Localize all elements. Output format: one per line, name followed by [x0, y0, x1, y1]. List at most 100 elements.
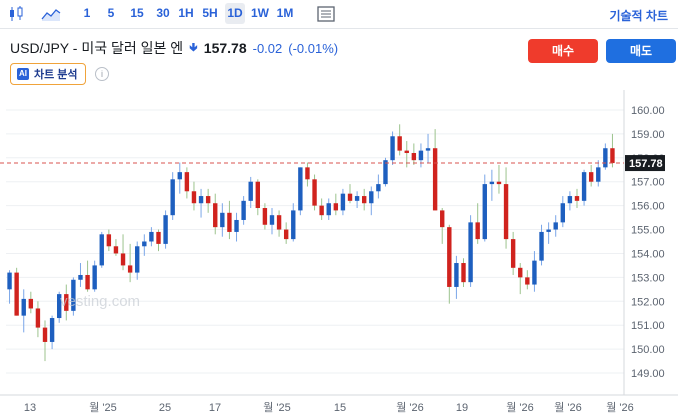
- candle-body: [475, 222, 480, 240]
- candle-body: [411, 153, 417, 161]
- x-tick-label: 19: [456, 402, 468, 414]
- candle-body: [7, 272, 12, 290]
- candle-body: [418, 150, 424, 161]
- x-tick-label: 월 '25: [89, 401, 117, 414]
- buy-button[interactable]: 매수: [528, 39, 598, 63]
- candle-body: [170, 179, 175, 216]
- candle-body: [298, 167, 303, 211]
- interval-5h[interactable]: 5H: [202, 6, 218, 20]
- candle-body: [397, 136, 402, 151]
- candle-body: [354, 196, 360, 201]
- interval-1h[interactable]: 1H: [178, 6, 194, 20]
- candle-body: [596, 167, 601, 182]
- candle-body: [291, 210, 296, 240]
- ai-chart-analysis-button[interactable]: AI 차트 분석: [10, 63, 86, 85]
- candle-body: [383, 160, 388, 185]
- candle-body: [241, 200, 246, 220]
- x-tick-label: 17: [209, 402, 221, 414]
- candle-body: [567, 196, 573, 204]
- indicator-panel-icon[interactable]: [315, 4, 337, 24]
- x-tick-label: 월 '25: [263, 401, 291, 414]
- candle-body: [142, 241, 147, 247]
- candle-body: [85, 274, 90, 290]
- candle-body: [184, 172, 190, 192]
- x-tick-label: 25: [159, 402, 171, 414]
- candle-body: [113, 246, 119, 254]
- info-icon[interactable]: i: [95, 67, 109, 81]
- watermark: vesting.com: [60, 293, 141, 310]
- candle-body: [489, 181, 495, 185]
- candle-body: [127, 265, 133, 273]
- candle-body: [283, 229, 289, 240]
- candle-body: [539, 231, 544, 261]
- candlestick-chart[interactable]: 160.00159.00158.00157.00156.00155.00154.…: [0, 90, 678, 419]
- candle-body: [163, 215, 168, 244]
- candle-body: [14, 272, 19, 316]
- y-tick-label: 156.00: [631, 201, 665, 213]
- candle-body: [234, 219, 239, 232]
- candle-body: [503, 184, 509, 240]
- x-tick-label: 월 '26: [506, 401, 534, 414]
- candle-body: [340, 193, 346, 211]
- last-price: 157.78: [203, 40, 247, 56]
- interval-1d[interactable]: 1D: [225, 3, 245, 24]
- y-tick-label: 152.00: [631, 296, 665, 308]
- candle-body: [553, 222, 558, 230]
- interval-30m[interactable]: 30: [156, 6, 170, 20]
- candle-body: [588, 172, 594, 182]
- instrument-name: USD/JPY - 미국 달러 일본 엔: [10, 40, 184, 56]
- x-tick-label: 13: [24, 402, 36, 414]
- candle-body: [326, 203, 331, 216]
- y-tick-label: 155.00: [631, 225, 665, 237]
- candle-body: [120, 253, 126, 266]
- candle-body: [603, 148, 608, 168]
- candle-body: [156, 231, 161, 244]
- candlestick-icon[interactable]: [6, 4, 28, 24]
- candle-body: [376, 184, 381, 192]
- price-change-percent: (-0.01%): [288, 40, 339, 56]
- candle-body: [305, 167, 310, 180]
- chart-toolbar: 1 5 15 30 1H 5H 1D 1W 1M 기술적 차트: [0, 0, 678, 29]
- candle-body: [191, 191, 197, 204]
- interval-1mo[interactable]: 1M: [276, 6, 294, 20]
- candle-body: [220, 212, 225, 228]
- candle-body: [312, 179, 317, 206]
- candle-body: [198, 196, 204, 204]
- technical-chart-link[interactable]: 기술적 차트: [609, 9, 668, 23]
- y-tick-label: 160.00: [631, 105, 665, 117]
- sell-button[interactable]: 매도: [606, 39, 676, 63]
- x-tick-label: 월 '26: [396, 401, 424, 414]
- candle-body: [468, 222, 473, 283]
- candle-body: [518, 267, 523, 278]
- candle-body: [56, 294, 62, 319]
- candle-body: [213, 203, 218, 228]
- ai-chart-analysis-label: 차트 분석: [34, 69, 78, 81]
- interval-5m[interactable]: 5: [107, 6, 115, 20]
- candle-body: [71, 279, 76, 311]
- candle-body: [205, 196, 211, 204]
- interval-1m[interactable]: 1: [83, 6, 91, 20]
- y-tick-label: 154.00: [631, 248, 665, 260]
- x-tick-label: 월 '26: [606, 401, 634, 414]
- candle-body: [28, 298, 34, 309]
- candle-body: [369, 191, 374, 204]
- price-change: -0.02: [252, 40, 283, 56]
- interval-1w[interactable]: 1W: [251, 6, 269, 20]
- candle-body: [35, 308, 41, 328]
- candle-body: [347, 193, 353, 201]
- area-chart-icon[interactable]: [40, 4, 62, 24]
- candle-body: [78, 274, 83, 280]
- candle-body: [581, 172, 587, 201]
- instrument-header: USD/JPY - 미국 달러 일본 엔 🢃 157.78 -0.02 (-0.…: [10, 38, 338, 58]
- candle-body: [49, 318, 55, 342]
- interval-15m[interactable]: 15: [130, 6, 144, 20]
- candle-body: [262, 208, 268, 225]
- candle-body: [99, 234, 104, 266]
- candle-body: [440, 210, 445, 228]
- candle-body: [135, 246, 140, 273]
- candle-body: [149, 231, 154, 242]
- candle-body: [269, 215, 275, 225]
- candle-body: [432, 148, 438, 211]
- candle-body: [546, 229, 551, 232]
- candle-body: [276, 215, 282, 230]
